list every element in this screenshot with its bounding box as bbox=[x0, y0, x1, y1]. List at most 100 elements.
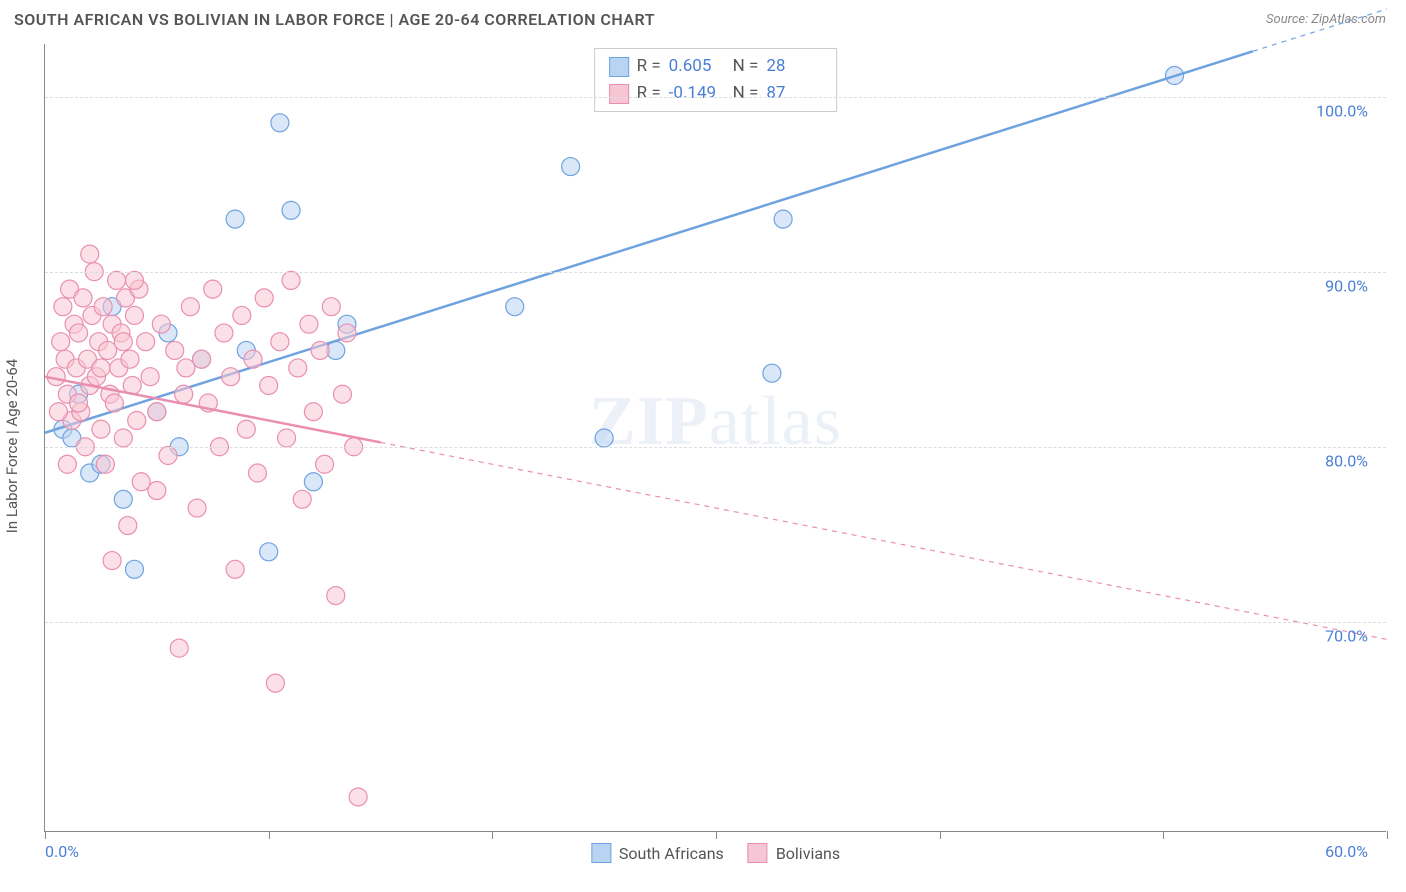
data-point bbox=[70, 324, 88, 342]
data-point bbox=[204, 280, 222, 298]
data-point bbox=[148, 482, 166, 500]
data-point bbox=[304, 473, 322, 491]
data-point bbox=[128, 411, 146, 429]
data-point bbox=[114, 490, 132, 508]
data-point bbox=[94, 298, 112, 316]
data-point bbox=[125, 306, 143, 324]
x-tick bbox=[269, 831, 270, 839]
data-point bbox=[244, 350, 262, 368]
gridline bbox=[45, 97, 1386, 98]
data-point bbox=[74, 289, 92, 307]
x-tick bbox=[940, 831, 941, 839]
data-point bbox=[159, 447, 177, 465]
data-point bbox=[58, 455, 76, 473]
data-point bbox=[226, 560, 244, 578]
data-point bbox=[193, 350, 211, 368]
data-point bbox=[181, 298, 199, 316]
data-point bbox=[289, 359, 307, 377]
data-point bbox=[215, 324, 233, 342]
data-point bbox=[177, 359, 195, 377]
data-point bbox=[282, 201, 300, 219]
data-point bbox=[103, 552, 121, 570]
data-point bbox=[108, 271, 126, 289]
data-point bbox=[148, 403, 166, 421]
x-tick bbox=[716, 831, 717, 839]
data-point bbox=[338, 324, 356, 342]
legend-r-value: -0.149 bbox=[669, 80, 725, 107]
data-point bbox=[125, 271, 143, 289]
gridline bbox=[45, 622, 1386, 623]
data-point bbox=[311, 341, 329, 359]
x-tick bbox=[45, 831, 46, 839]
data-point bbox=[333, 385, 351, 403]
legend-row: R =0.605N =28 bbox=[609, 53, 823, 80]
data-point bbox=[266, 674, 284, 692]
data-point bbox=[119, 517, 137, 535]
data-point bbox=[99, 341, 117, 359]
data-point bbox=[327, 587, 345, 605]
data-point bbox=[349, 788, 367, 806]
chart-plot-area: ZIPatlas R =0.605N =28R =-0.149N =87 0.0… bbox=[44, 44, 1386, 832]
legend-swatch bbox=[609, 57, 629, 77]
trend-line-extrapolated bbox=[381, 442, 1388, 639]
data-point bbox=[222, 368, 240, 386]
data-point bbox=[595, 429, 613, 447]
chart-title: SOUTH AFRICAN VS BOLIVIAN IN LABOR FORCE… bbox=[14, 10, 655, 29]
legend-swatch bbox=[748, 843, 768, 863]
data-point bbox=[282, 271, 300, 289]
data-point bbox=[562, 158, 580, 176]
legend-n-label: N = bbox=[733, 80, 759, 107]
data-point bbox=[52, 333, 70, 351]
data-point bbox=[70, 394, 88, 412]
legend-r-value: 0.605 bbox=[669, 53, 725, 80]
legend-r-label: R = bbox=[637, 53, 661, 80]
data-point bbox=[81, 245, 99, 263]
data-point bbox=[506, 298, 524, 316]
series-name: Bolivians bbox=[776, 844, 840, 863]
data-point bbox=[152, 315, 170, 333]
data-point bbox=[260, 543, 278, 561]
data-point bbox=[170, 639, 188, 657]
gridline bbox=[45, 272, 1386, 273]
x-axis-min-label: 0.0% bbox=[45, 842, 79, 861]
legend-row: R = -0.149 N = 87 bbox=[609, 80, 823, 107]
data-point bbox=[92, 420, 110, 438]
data-point bbox=[271, 114, 289, 132]
data-point bbox=[96, 455, 114, 473]
data-point bbox=[248, 464, 266, 482]
y-tick-label: 90.0% bbox=[1325, 276, 1368, 295]
gridline bbox=[45, 447, 1386, 448]
data-point bbox=[166, 341, 184, 359]
y-axis-label: In Labor Force | Age 20-64 bbox=[3, 359, 21, 533]
series-legend-item: South Africans bbox=[591, 843, 724, 863]
series-name: South Africans bbox=[619, 844, 724, 863]
legend-swatch bbox=[591, 843, 611, 863]
data-point bbox=[271, 333, 289, 351]
x-tick bbox=[492, 831, 493, 839]
data-point bbox=[278, 429, 296, 447]
data-point bbox=[774, 210, 792, 228]
series-legend: South Africans Bolivians bbox=[591, 843, 840, 863]
data-point bbox=[322, 298, 340, 316]
legend-n-value: 87 bbox=[766, 80, 822, 107]
data-point bbox=[233, 306, 251, 324]
data-point bbox=[188, 499, 206, 517]
data-point bbox=[226, 210, 244, 228]
correlation-legend: R = 0.605 N = 28R = -0.149 N = 87 bbox=[594, 48, 838, 112]
y-tick-label: 100.0% bbox=[1316, 101, 1368, 120]
data-point bbox=[255, 289, 273, 307]
data-point bbox=[141, 368, 159, 386]
legend-n-value: 28 bbox=[766, 53, 822, 80]
legend-swatch bbox=[609, 84, 629, 104]
data-point bbox=[125, 560, 143, 578]
legend-r-label: R = bbox=[637, 80, 661, 107]
x-axis-max-label: 60.0% bbox=[1325, 842, 1368, 861]
data-point bbox=[137, 333, 155, 351]
data-point bbox=[293, 490, 311, 508]
data-point bbox=[316, 455, 334, 473]
data-point bbox=[132, 473, 150, 491]
series-legend-item: Bolivians bbox=[748, 843, 840, 863]
data-point bbox=[237, 420, 255, 438]
data-point bbox=[304, 403, 322, 421]
data-point bbox=[114, 333, 132, 351]
